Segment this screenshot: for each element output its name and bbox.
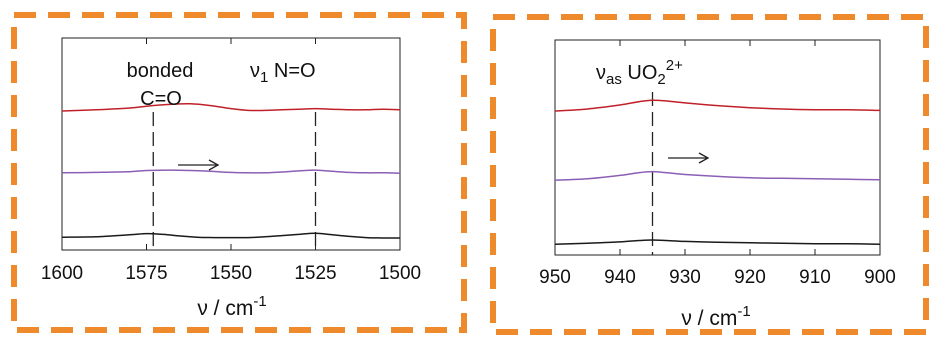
x-tick-label: 1550: [210, 263, 252, 284]
left-panel-frame: [11, 12, 467, 333]
x-tick-label: 1525: [294, 263, 336, 284]
plot-area: [554, 39, 881, 256]
spectrum-line-0: [554, 99, 881, 112]
left-chart: 1600 1575 1550 1525 1500 ν / cm-1: [41, 37, 421, 320]
spectrum-line-1: [554, 170, 881, 181]
spectrum-line-2: [554, 239, 881, 245]
x-tick-label: 930: [669, 267, 701, 288]
x-tick-label: 920: [734, 267, 766, 288]
x-axis-label: ν / cm-1: [681, 303, 750, 330]
right-annotation-nuas-uo2: νas UO22+: [596, 57, 683, 88]
x-tick-label: 950: [539, 267, 571, 288]
spectrum-line-2: [61, 232, 401, 239]
x-tick-label: 1575: [125, 263, 167, 284]
right-chart: 950 940 930 920 910 900 ν / cm-1: [539, 39, 896, 330]
plot-area: [61, 37, 401, 251]
left-annotation-bonded: bonded: [127, 60, 194, 82]
spectrum-line-0: [61, 103, 401, 112]
shift-arrow-head: [698, 152, 710, 164]
spectrum-line-1: [61, 169, 401, 174]
left-annotation-nu1-no: ν1 N=O: [250, 60, 316, 86]
x-tick-label: 1600: [41, 263, 83, 284]
x-tick-label: 940: [604, 267, 636, 288]
right-panel-frame: [490, 14, 929, 335]
x-axis-label: ν / cm-1: [197, 293, 266, 320]
x-tick-label: 900: [864, 267, 896, 288]
x-tick-label: 1500: [379, 263, 421, 284]
x-tick-label: 910: [799, 267, 831, 288]
shift-arrow-head: [208, 159, 220, 171]
left-annotation-co: C=O: [140, 88, 182, 110]
